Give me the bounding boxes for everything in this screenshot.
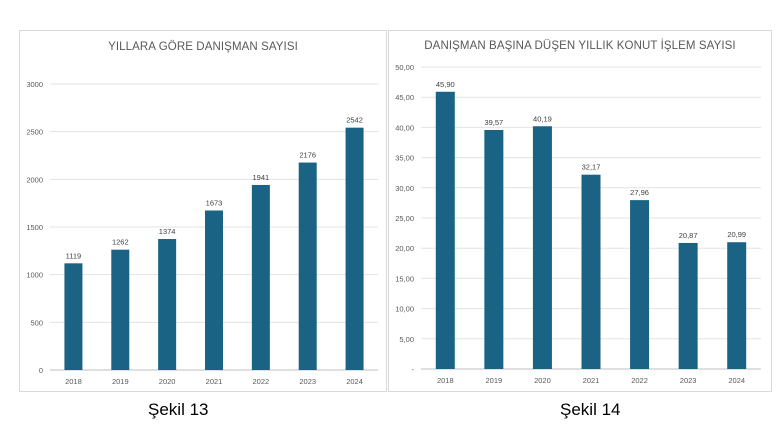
x-tick-label: 2021 xyxy=(583,376,600,385)
bar xyxy=(345,127,364,371)
x-tick-label: 2023 xyxy=(299,377,316,386)
bar xyxy=(205,210,223,370)
y-tick-label: 35,00 xyxy=(395,154,414,163)
y-tick-label: - xyxy=(412,365,415,374)
y-tick-label: 500 xyxy=(30,318,43,327)
data-label: 27,96 xyxy=(630,188,649,197)
bar xyxy=(111,249,130,370)
bar xyxy=(727,242,747,369)
chart-panel-advisor-count: YILLARA GÖRE DANIŞMAN SAYISI 0 500 1000 150… xyxy=(19,30,387,392)
bar xyxy=(298,162,317,370)
data-label: 1119 xyxy=(66,251,82,260)
bar-chart-svg: - 5,00 10,00 15,00 20,00 25,00 30,00 35,00 40,00… xyxy=(395,63,761,385)
bar xyxy=(158,239,177,370)
bar xyxy=(630,200,650,369)
bar-chart-svg: 0 500 1000 1500 2000 2500 3000 1119 2018 1262 2019… xyxy=(26,80,378,386)
data-label: 2176 xyxy=(299,151,316,160)
y-tick-label: 40,00 xyxy=(395,123,414,132)
x-tick-label: 2019 xyxy=(486,376,503,385)
bar xyxy=(64,263,83,370)
data-label: 45,90 xyxy=(436,80,455,89)
data-label: 20,87 xyxy=(679,231,698,240)
bar xyxy=(678,242,698,369)
x-tick-label: 2023 xyxy=(680,376,697,385)
chart-title: YILLARA GÖRE DANIŞMAN SAYISI xyxy=(108,41,298,53)
x-tick-label: 2022 xyxy=(631,376,648,385)
x-tick-label: 2019 xyxy=(112,377,129,386)
y-tick-label: 25,00 xyxy=(395,214,414,223)
x-tick-label: 2021 xyxy=(206,377,223,386)
y-tick-label: 1000 xyxy=(26,271,43,280)
x-tick-label: 2018 xyxy=(65,377,82,386)
y-tick-label: 2000 xyxy=(26,175,43,184)
y-tick-label: 2500 xyxy=(26,128,43,137)
bar xyxy=(532,126,552,369)
y-tick-label: 10,00 xyxy=(395,305,414,314)
x-tick-label: 2018 xyxy=(437,376,454,385)
y-tick-label: 0 xyxy=(39,366,43,375)
data-label: 1941 xyxy=(253,173,270,182)
y-tick-label: 45,00 xyxy=(395,93,414,102)
x-tick-label: 2022 xyxy=(253,377,270,386)
data-label: 40,19 xyxy=(533,114,552,123)
bar xyxy=(484,129,504,369)
y-tick-label: 30,00 xyxy=(395,184,414,193)
y-tick-label: 5,00 xyxy=(399,335,414,344)
y-tick-label: 50,00 xyxy=(395,63,414,72)
bar xyxy=(435,91,455,369)
y-tick-label: 15,00 xyxy=(395,274,414,283)
x-tick-label: 2020 xyxy=(159,377,176,386)
data-label: 20,99 xyxy=(727,230,746,239)
x-tick-label: 2024 xyxy=(346,377,363,386)
data-label: 32,17 xyxy=(582,163,601,172)
bar xyxy=(251,184,270,370)
data-label: 1374 xyxy=(159,227,176,236)
x-tick-label: 2020 xyxy=(534,376,551,385)
chart-title: DANIŞMAN BAŞINA DÜŞEN YILLIK KONUT İŞLEM… xyxy=(424,40,736,52)
figure-caption: Şekil 14 xyxy=(560,400,621,419)
bar xyxy=(581,174,601,369)
y-tick-label: 3000 xyxy=(26,80,43,89)
x-tick-label: 2024 xyxy=(728,376,745,385)
chart-panel-transactions-per-advisor: DANIŞMAN BAŞINA DÜŞEN YILLIK KONUT İŞLEM… xyxy=(388,30,772,392)
data-label: 2542 xyxy=(346,116,363,125)
data-label: 1673 xyxy=(206,199,223,208)
figure-caption: Şekil 13 xyxy=(148,400,209,419)
y-tick-label: 1500 xyxy=(26,223,43,232)
y-tick-label: 20,00 xyxy=(395,244,414,253)
data-label: 1262 xyxy=(112,238,129,247)
data-label: 39,57 xyxy=(484,118,503,127)
